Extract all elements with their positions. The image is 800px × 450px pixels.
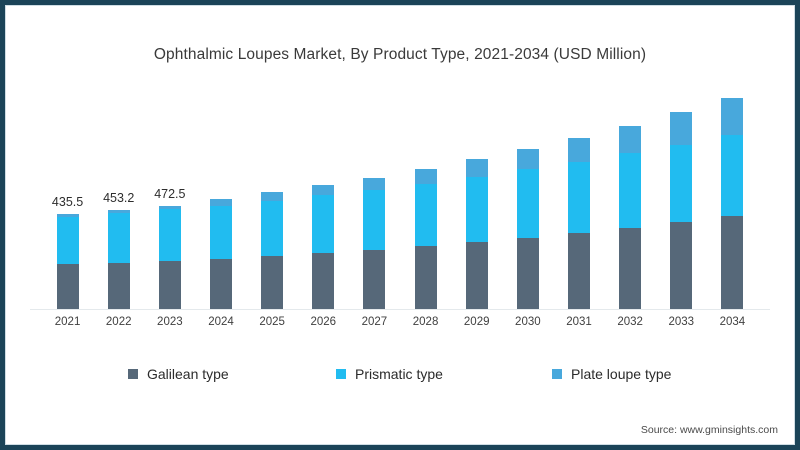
bar-segment-prismatic-type	[56, 216, 79, 265]
bar-segment-prismatic-type	[516, 169, 539, 238]
bar-column	[465, 158, 488, 309]
x-axis-tick-2033: 2033	[668, 316, 695, 328]
bar-segment-galilean-type	[56, 264, 79, 309]
bar-column	[516, 148, 539, 309]
legend-label: Plate loupe type	[571, 366, 672, 382]
bar-column	[210, 198, 232, 309]
x-axis-labels: 2021 2022 2023 2024 2025 2026 2027 2028 2029 2030…	[42, 313, 758, 333]
x-axis-tick-2025: 2025	[259, 316, 285, 328]
bar-column: 453.2	[103, 191, 134, 309]
bar-segment-galilean-type	[721, 215, 744, 309]
bar-segment-galilean-type	[619, 227, 642, 309]
bar-segment-galilean-type	[465, 242, 488, 309]
bar-segment-prismatic-type	[721, 135, 744, 216]
bar-segment-plate-loupe-type	[465, 158, 488, 177]
source-attribution: Source: www.gminsights.com	[640, 424, 778, 436]
bar-segment-plate-loupe-type	[721, 97, 744, 136]
legend-swatch-icon	[336, 369, 346, 379]
x-axis-tick-2028: 2028	[412, 316, 439, 328]
bar-column	[721, 97, 744, 309]
bar-segment-prismatic-type	[312, 195, 335, 253]
x-axis-tick-2023: 2023	[157, 316, 183, 328]
bar-value-label: 472.5	[154, 186, 186, 201]
x-axis-tick-2024: 2024	[208, 316, 234, 328]
legend-item-plate-loupe-type[interactable]: Plate loupe type	[552, 366, 671, 382]
bar-segment-plate-loupe-type	[670, 112, 693, 145]
bar-segment-plate-loupe-type	[158, 205, 181, 210]
bar-column: 435.5	[52, 195, 83, 309]
bar-segment-plate-loupe-type	[312, 184, 335, 196]
bar-segment-galilean-type	[363, 249, 386, 309]
bar-value-label: 435.5	[51, 194, 84, 209]
bar-segment-galilean-type	[107, 262, 130, 309]
legend-swatch-icon	[128, 369, 138, 379]
bar-segment-galilean-type	[158, 260, 181, 309]
bar-column	[414, 169, 437, 309]
bar-segment-prismatic-type	[158, 209, 181, 261]
legend-item-prismatic-type[interactable]: Prismatic type	[336, 366, 443, 382]
bar-segment-prismatic-type	[210, 205, 232, 259]
x-axis-tick-2022: 2022	[105, 316, 132, 328]
bar-segment-galilean-type	[414, 246, 437, 309]
plot-area: 435.5 453.2 472.5	[42, 86, 758, 309]
bar-segment-prismatic-type	[414, 183, 437, 247]
bar-value-label: 453.2	[103, 190, 135, 205]
x-axis-tick-2032: 2032	[617, 316, 643, 328]
bar-segment-galilean-type	[568, 233, 590, 309]
bar-segment-plate-loupe-type	[56, 213, 79, 217]
bar-segment-plate-loupe-type	[516, 148, 539, 170]
bar-segment-plate-loupe-type	[619, 125, 642, 154]
legend-swatch-icon	[552, 369, 562, 379]
bar-segment-plate-loupe-type	[261, 191, 284, 201]
bar-segment-prismatic-type	[619, 153, 642, 228]
x-axis-tick-2031: 2031	[566, 316, 592, 328]
bar-column	[363, 177, 386, 309]
bar-segment-plate-loupe-type	[210, 198, 232, 206]
bar-segment-galilean-type	[261, 255, 284, 309]
x-axis-tick-2030: 2030	[515, 316, 541, 328]
bar-segment-plate-loupe-type	[107, 209, 130, 214]
bar-column: 472.5	[154, 187, 185, 309]
bar-segment-prismatic-type	[568, 161, 590, 234]
bar-column	[568, 137, 590, 309]
bar-segment-plate-loupe-type	[568, 137, 590, 162]
x-axis-line	[30, 309, 770, 310]
legend-label: Galilean type	[147, 366, 229, 382]
bar-column	[261, 191, 284, 309]
bar-segment-prismatic-type	[261, 200, 284, 256]
legend-label: Prismatic type	[355, 366, 443, 382]
legend-item-galilean-type[interactable]: Galilean type	[128, 366, 229, 382]
bar-segment-galilean-type	[670, 221, 693, 309]
bar-column	[312, 184, 335, 309]
bar-segment-plate-loupe-type	[414, 169, 437, 184]
bar-segment-galilean-type	[312, 252, 335, 309]
bar-column	[619, 125, 642, 309]
x-axis-tick-2034: 2034	[719, 316, 746, 328]
x-axis-tick-2027: 2027	[361, 316, 388, 328]
bar-segment-prismatic-type	[465, 176, 488, 243]
x-axis-tick-2021: 2021	[54, 316, 81, 328]
bar-segment-galilean-type	[210, 258, 232, 309]
x-axis-tick-2026: 2026	[310, 316, 337, 328]
chart-title: Ophthalmic Loupes Market, By Product Typ…	[153, 46, 647, 63]
bar-segment-plate-loupe-type	[363, 177, 386, 190]
bar-segment-prismatic-type	[670, 144, 693, 222]
bar-column	[670, 112, 693, 309]
x-axis-tick-2029: 2029	[463, 316, 490, 328]
bar-segment-prismatic-type	[107, 213, 130, 263]
bar-segment-galilean-type	[516, 237, 539, 309]
chart-legend: Galilean type Prismatic type Plate loupe t…	[0, 366, 800, 390]
bar-segment-prismatic-type	[363, 189, 386, 250]
